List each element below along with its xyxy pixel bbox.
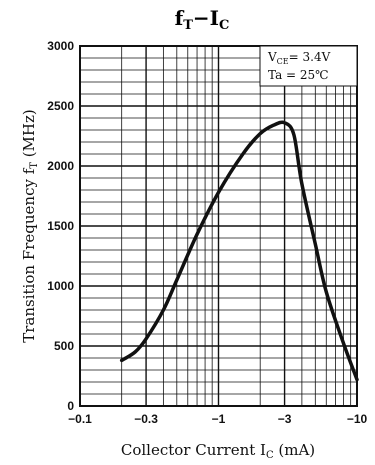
x-tick-label: −10 <box>347 412 368 426</box>
y-ticks: 0 500 1000 1500 2000 2500 3000 <box>47 39 74 413</box>
x-axis-label: Collector Current IC (mA) <box>121 441 315 461</box>
y-tick-label: 1000 <box>47 279 74 293</box>
condition-ta: Ta = 25℃ <box>268 68 329 82</box>
x-tick-label: −0.1 <box>68 412 92 426</box>
x-ticks: −0.1 −0.3 −1 −3 −10 <box>68 412 367 426</box>
x-tick-label: −3 <box>278 412 292 426</box>
y-axis-label: Transition Frequency fT (MHz) <box>20 109 40 343</box>
conditions-box: VCE= 3.4V Ta = 25℃ <box>259 45 358 87</box>
y-tick-label: 3000 <box>47 39 74 53</box>
y-tick-label: 1500 <box>47 219 74 233</box>
condition-vce: VCE= 3.4V <box>267 50 331 66</box>
x-tick-label: −0.3 <box>134 412 158 426</box>
y-tick-label: 2000 <box>47 159 74 173</box>
y-tick-label: 0 <box>67 399 74 413</box>
y-tick-label: 2500 <box>47 99 74 113</box>
grid <box>80 46 357 406</box>
plot-frame <box>79 45 358 407</box>
series-line <box>119 120 359 382</box>
x-tick-label: −1 <box>212 412 226 426</box>
chart-title: fT−IC <box>175 6 230 33</box>
y-tick-label: 500 <box>54 339 74 353</box>
